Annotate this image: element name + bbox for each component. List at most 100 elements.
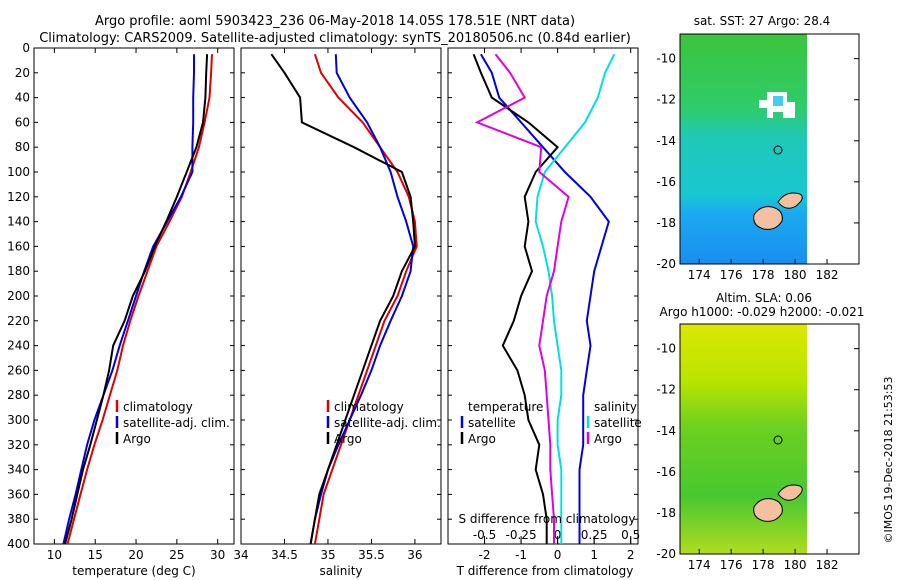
- series-line-s-satellite: [534, 53, 616, 544]
- x-tick-label: 34: [233, 548, 248, 562]
- y-tick-label: 380: [7, 512, 30, 526]
- series-line-t-satellite: [480, 53, 610, 544]
- title-line2: Climatology: CARS2009. Satellite-adjuste…: [39, 31, 631, 46]
- salinity-panel: [240, 47, 442, 545]
- map-y-tick-label: -12: [656, 383, 676, 397]
- sst-frame: [679, 33, 860, 265]
- x-tick-label: 35.5: [358, 548, 385, 562]
- y-tick-label: 220: [7, 314, 30, 328]
- sla-map-title2: Argo h1000: -0.029 h2000: -0.021: [660, 305, 865, 319]
- sst-cyan-patch: [771, 94, 785, 108]
- y-tick-label: 120: [7, 190, 30, 204]
- y-tick-label: 80: [15, 140, 30, 154]
- map-x-tick-label: 182: [816, 558, 839, 572]
- legend-climatology: climatology: [334, 400, 404, 414]
- salinity-legend: climatology satellite-adj. clim. Argo: [326, 400, 441, 446]
- map-y-tick-label: -10: [656, 342, 676, 356]
- y-tick-label: 200: [7, 289, 30, 303]
- credit-stamp: ©IMOS 19-Dec-2018 21:53:53: [882, 377, 895, 544]
- map-x-tick-label: 174: [688, 268, 711, 282]
- y-tick-label: 300: [7, 413, 30, 427]
- sst-map-title: sat. SST: 27 Argo: 28.4: [694, 14, 831, 28]
- map-y-tick-label: -20: [656, 547, 676, 561]
- legend-t-argo: Argo: [468, 432, 496, 446]
- series-line-t-argo: [472, 53, 560, 544]
- fiji-island-main: [753, 206, 783, 230]
- s-tick-label: 0.25: [581, 528, 608, 542]
- s-tick-label: -0.5: [473, 528, 496, 542]
- legend-t-satellite: satellite: [468, 416, 516, 430]
- difference-legend: temperature satellite Argo salinity sate…: [460, 400, 642, 446]
- series-line-s-argo: [474, 53, 570, 544]
- y-tick-label: 340: [7, 463, 30, 477]
- sla-map: [679, 323, 860, 555]
- x-tick-label: 25: [169, 548, 184, 562]
- map-x-tick-label: 178: [752, 558, 775, 572]
- map-y-tick-label: -12: [656, 93, 676, 107]
- series-line-argo: [64, 54, 209, 545]
- x-tick-label: 10: [47, 548, 62, 562]
- map-y-tick-label: -18: [656, 216, 676, 230]
- x-tick-label: 30: [210, 548, 225, 562]
- legend-temperature-heading: temperature: [468, 400, 543, 414]
- series-line-satellite-adj-clim-: [62, 54, 195, 545]
- temperature-xlabel: temperature (deg C): [72, 564, 195, 578]
- x-tick-label: 35: [320, 548, 335, 562]
- x-tick-label: 15: [88, 548, 103, 562]
- x-tick-label: 34.5: [271, 548, 298, 562]
- s-tick-label: 0.5: [621, 528, 640, 542]
- fiji-island-north: [777, 192, 803, 209]
- sla-land-mask: [807, 324, 859, 554]
- legend-argo: Argo: [334, 432, 362, 446]
- y-tick-label: 240: [7, 339, 30, 353]
- y-tick-label: 320: [7, 438, 30, 452]
- argo-position-marker: [773, 145, 783, 155]
- x-tick-label: -1: [515, 548, 527, 562]
- map-y-tick-label: -20: [656, 257, 676, 271]
- series-line-climatology: [66, 54, 213, 545]
- series-line-argo: [270, 53, 416, 545]
- map-x-tick-label: 182: [816, 268, 839, 282]
- x-tick-label: 2: [627, 548, 635, 562]
- s-tick-label: 0: [554, 528, 562, 542]
- map-x-tick-label: 180: [784, 268, 807, 282]
- x-tick-label: 0: [554, 548, 562, 562]
- y-tick-label: 180: [7, 264, 30, 278]
- legend-argo: Argo: [123, 432, 151, 446]
- y-tick-label: 20: [15, 66, 30, 80]
- map-x-tick-label: 176: [720, 558, 743, 572]
- series-line-climatology: [313, 53, 418, 545]
- map-y-tick-label: -14: [656, 134, 676, 148]
- legend-s-argo: Argo: [594, 432, 622, 446]
- s-tick-label: -0.25: [506, 528, 537, 542]
- y-tick-label: 100: [7, 165, 30, 179]
- map-x-tick-label: 178: [752, 268, 775, 282]
- x-tick-label: 36: [407, 548, 422, 562]
- x-tick-label: 20: [128, 548, 143, 562]
- legend-satellite-adj: satellite-adj. clim.: [334, 416, 441, 430]
- map-y-tick-label: -16: [656, 465, 676, 479]
- map-x-tick-label: 176: [720, 268, 743, 282]
- map-x-tick-label: 180: [784, 558, 807, 572]
- y-tick-label: 260: [7, 363, 30, 377]
- y-tick-label: 40: [15, 91, 30, 105]
- x-tick-label: -2: [479, 548, 491, 562]
- argo-position-marker: [773, 435, 783, 445]
- difference-xlabel: T difference from climatology: [456, 564, 634, 578]
- sla-field: [680, 324, 807, 554]
- x-tick-label: 1: [590, 548, 598, 562]
- sla-frame: [679, 323, 860, 555]
- y-tick-label: 280: [7, 388, 30, 402]
- map-y-tick-label: -16: [656, 175, 676, 189]
- y-tick-label: 140: [7, 215, 30, 229]
- temperature-legend: climatology satellite-adj. clim. Argo: [115, 400, 230, 446]
- y-tick-label: 360: [7, 487, 30, 501]
- fiji-island-main: [753, 498, 783, 522]
- sst-map: [679, 33, 860, 265]
- y-tick-label: 60: [15, 115, 30, 129]
- sla-map-title1: Altim. SLA: 0.06: [716, 291, 812, 305]
- sst-land-mask: [807, 34, 859, 264]
- title-line1: Argo profile: aoml 5903423_236 06-May-20…: [95, 14, 575, 29]
- map-y-tick-label: -10: [656, 52, 676, 66]
